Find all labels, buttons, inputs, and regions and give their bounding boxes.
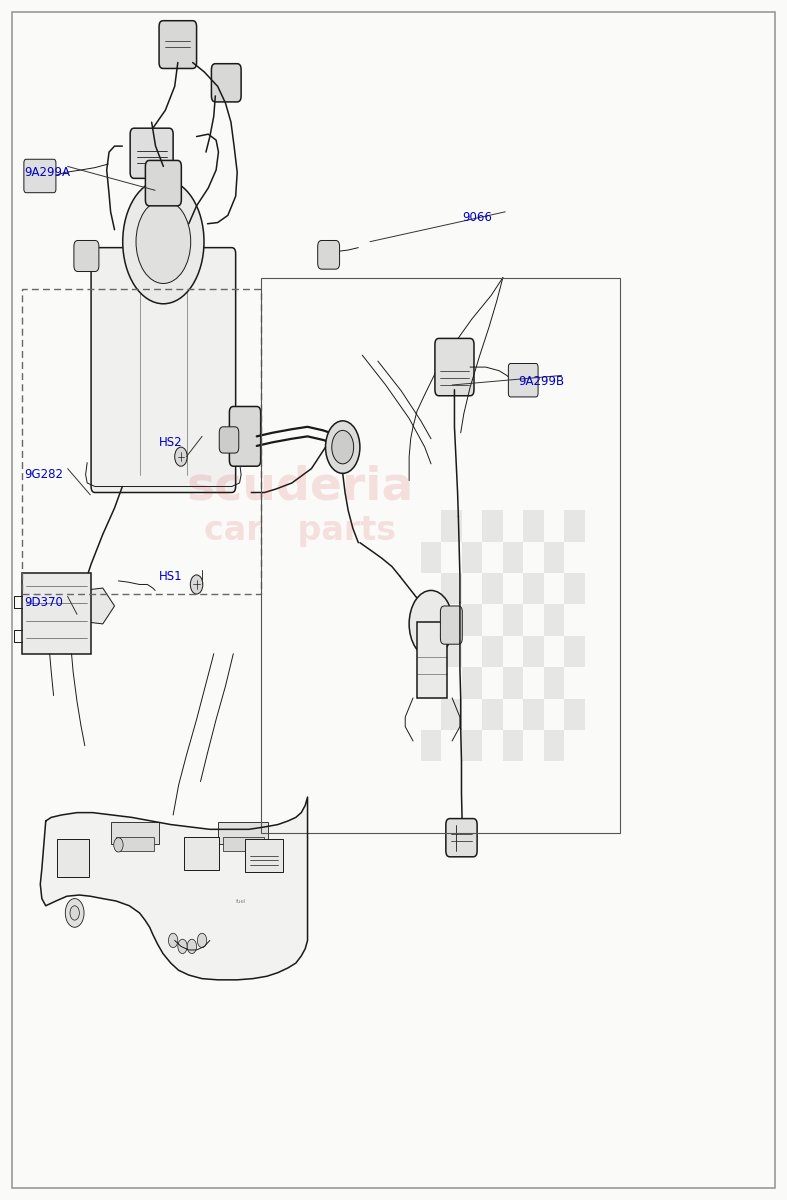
Bar: [421, 605, 442, 636]
Bar: [421, 730, 442, 761]
Bar: [564, 698, 585, 730]
Bar: [564, 636, 585, 667]
Bar: [503, 730, 523, 761]
Circle shape: [409, 590, 453, 658]
Bar: [564, 510, 585, 541]
Circle shape: [178, 940, 187, 954]
Bar: [260, 277, 620, 833]
Circle shape: [187, 940, 197, 954]
Bar: [22, 572, 91, 654]
Bar: [462, 605, 482, 636]
Bar: [442, 510, 462, 541]
Text: HS1: HS1: [159, 570, 183, 583]
FancyBboxPatch shape: [229, 407, 260, 467]
FancyBboxPatch shape: [441, 606, 462, 644]
Bar: [482, 574, 503, 605]
FancyBboxPatch shape: [220, 427, 238, 454]
Bar: [111, 822, 159, 844]
Circle shape: [114, 838, 123, 852]
Text: 9A299A: 9A299A: [24, 166, 71, 179]
Bar: [442, 698, 462, 730]
Circle shape: [190, 575, 203, 594]
Bar: [421, 541, 442, 574]
Circle shape: [326, 421, 360, 473]
Bar: [462, 541, 482, 574]
FancyBboxPatch shape: [24, 160, 56, 193]
Circle shape: [168, 934, 178, 948]
Bar: [224, 836, 264, 851]
FancyBboxPatch shape: [74, 240, 99, 271]
Bar: [503, 667, 523, 698]
Text: scuderia: scuderia: [186, 464, 413, 509]
Bar: [57, 839, 89, 877]
FancyBboxPatch shape: [446, 818, 477, 857]
Bar: [523, 510, 544, 541]
FancyBboxPatch shape: [91, 247, 235, 492]
Polygon shape: [52, 588, 115, 624]
Text: 9D370: 9D370: [24, 596, 64, 608]
Text: 9066: 9066: [462, 211, 492, 224]
Circle shape: [65, 899, 84, 928]
Bar: [421, 667, 442, 698]
Text: HS2: HS2: [159, 436, 183, 449]
Circle shape: [198, 934, 207, 948]
Bar: [417, 622, 447, 698]
Bar: [116, 836, 153, 851]
Bar: [523, 698, 544, 730]
Text: 9A299B: 9A299B: [519, 374, 564, 388]
Circle shape: [136, 200, 190, 283]
Bar: [544, 605, 564, 636]
Bar: [564, 574, 585, 605]
Bar: [482, 636, 503, 667]
Bar: [245, 839, 283, 872]
FancyBboxPatch shape: [130, 128, 173, 179]
Text: car   parts: car parts: [204, 515, 396, 547]
Text: 9G282: 9G282: [24, 468, 64, 481]
FancyBboxPatch shape: [159, 20, 197, 68]
Bar: [503, 541, 523, 574]
Bar: [523, 574, 544, 605]
Bar: [544, 541, 564, 574]
Bar: [462, 667, 482, 698]
Bar: [184, 836, 220, 870]
FancyBboxPatch shape: [146, 161, 181, 206]
FancyBboxPatch shape: [435, 338, 474, 396]
Bar: [442, 574, 462, 605]
Circle shape: [70, 906, 79, 920]
Bar: [482, 510, 503, 541]
Circle shape: [332, 431, 353, 464]
Text: fuel: fuel: [236, 899, 246, 904]
Bar: [523, 636, 544, 667]
FancyBboxPatch shape: [508, 364, 538, 397]
Bar: [544, 730, 564, 761]
Circle shape: [123, 180, 204, 304]
Bar: [503, 605, 523, 636]
FancyBboxPatch shape: [318, 240, 339, 269]
Polygon shape: [40, 797, 308, 980]
Circle shape: [175, 448, 187, 467]
Bar: [544, 667, 564, 698]
Bar: [462, 730, 482, 761]
Bar: [22, 289, 260, 594]
Bar: [482, 698, 503, 730]
FancyBboxPatch shape: [212, 64, 241, 102]
Bar: [218, 822, 268, 844]
Bar: [442, 636, 462, 667]
